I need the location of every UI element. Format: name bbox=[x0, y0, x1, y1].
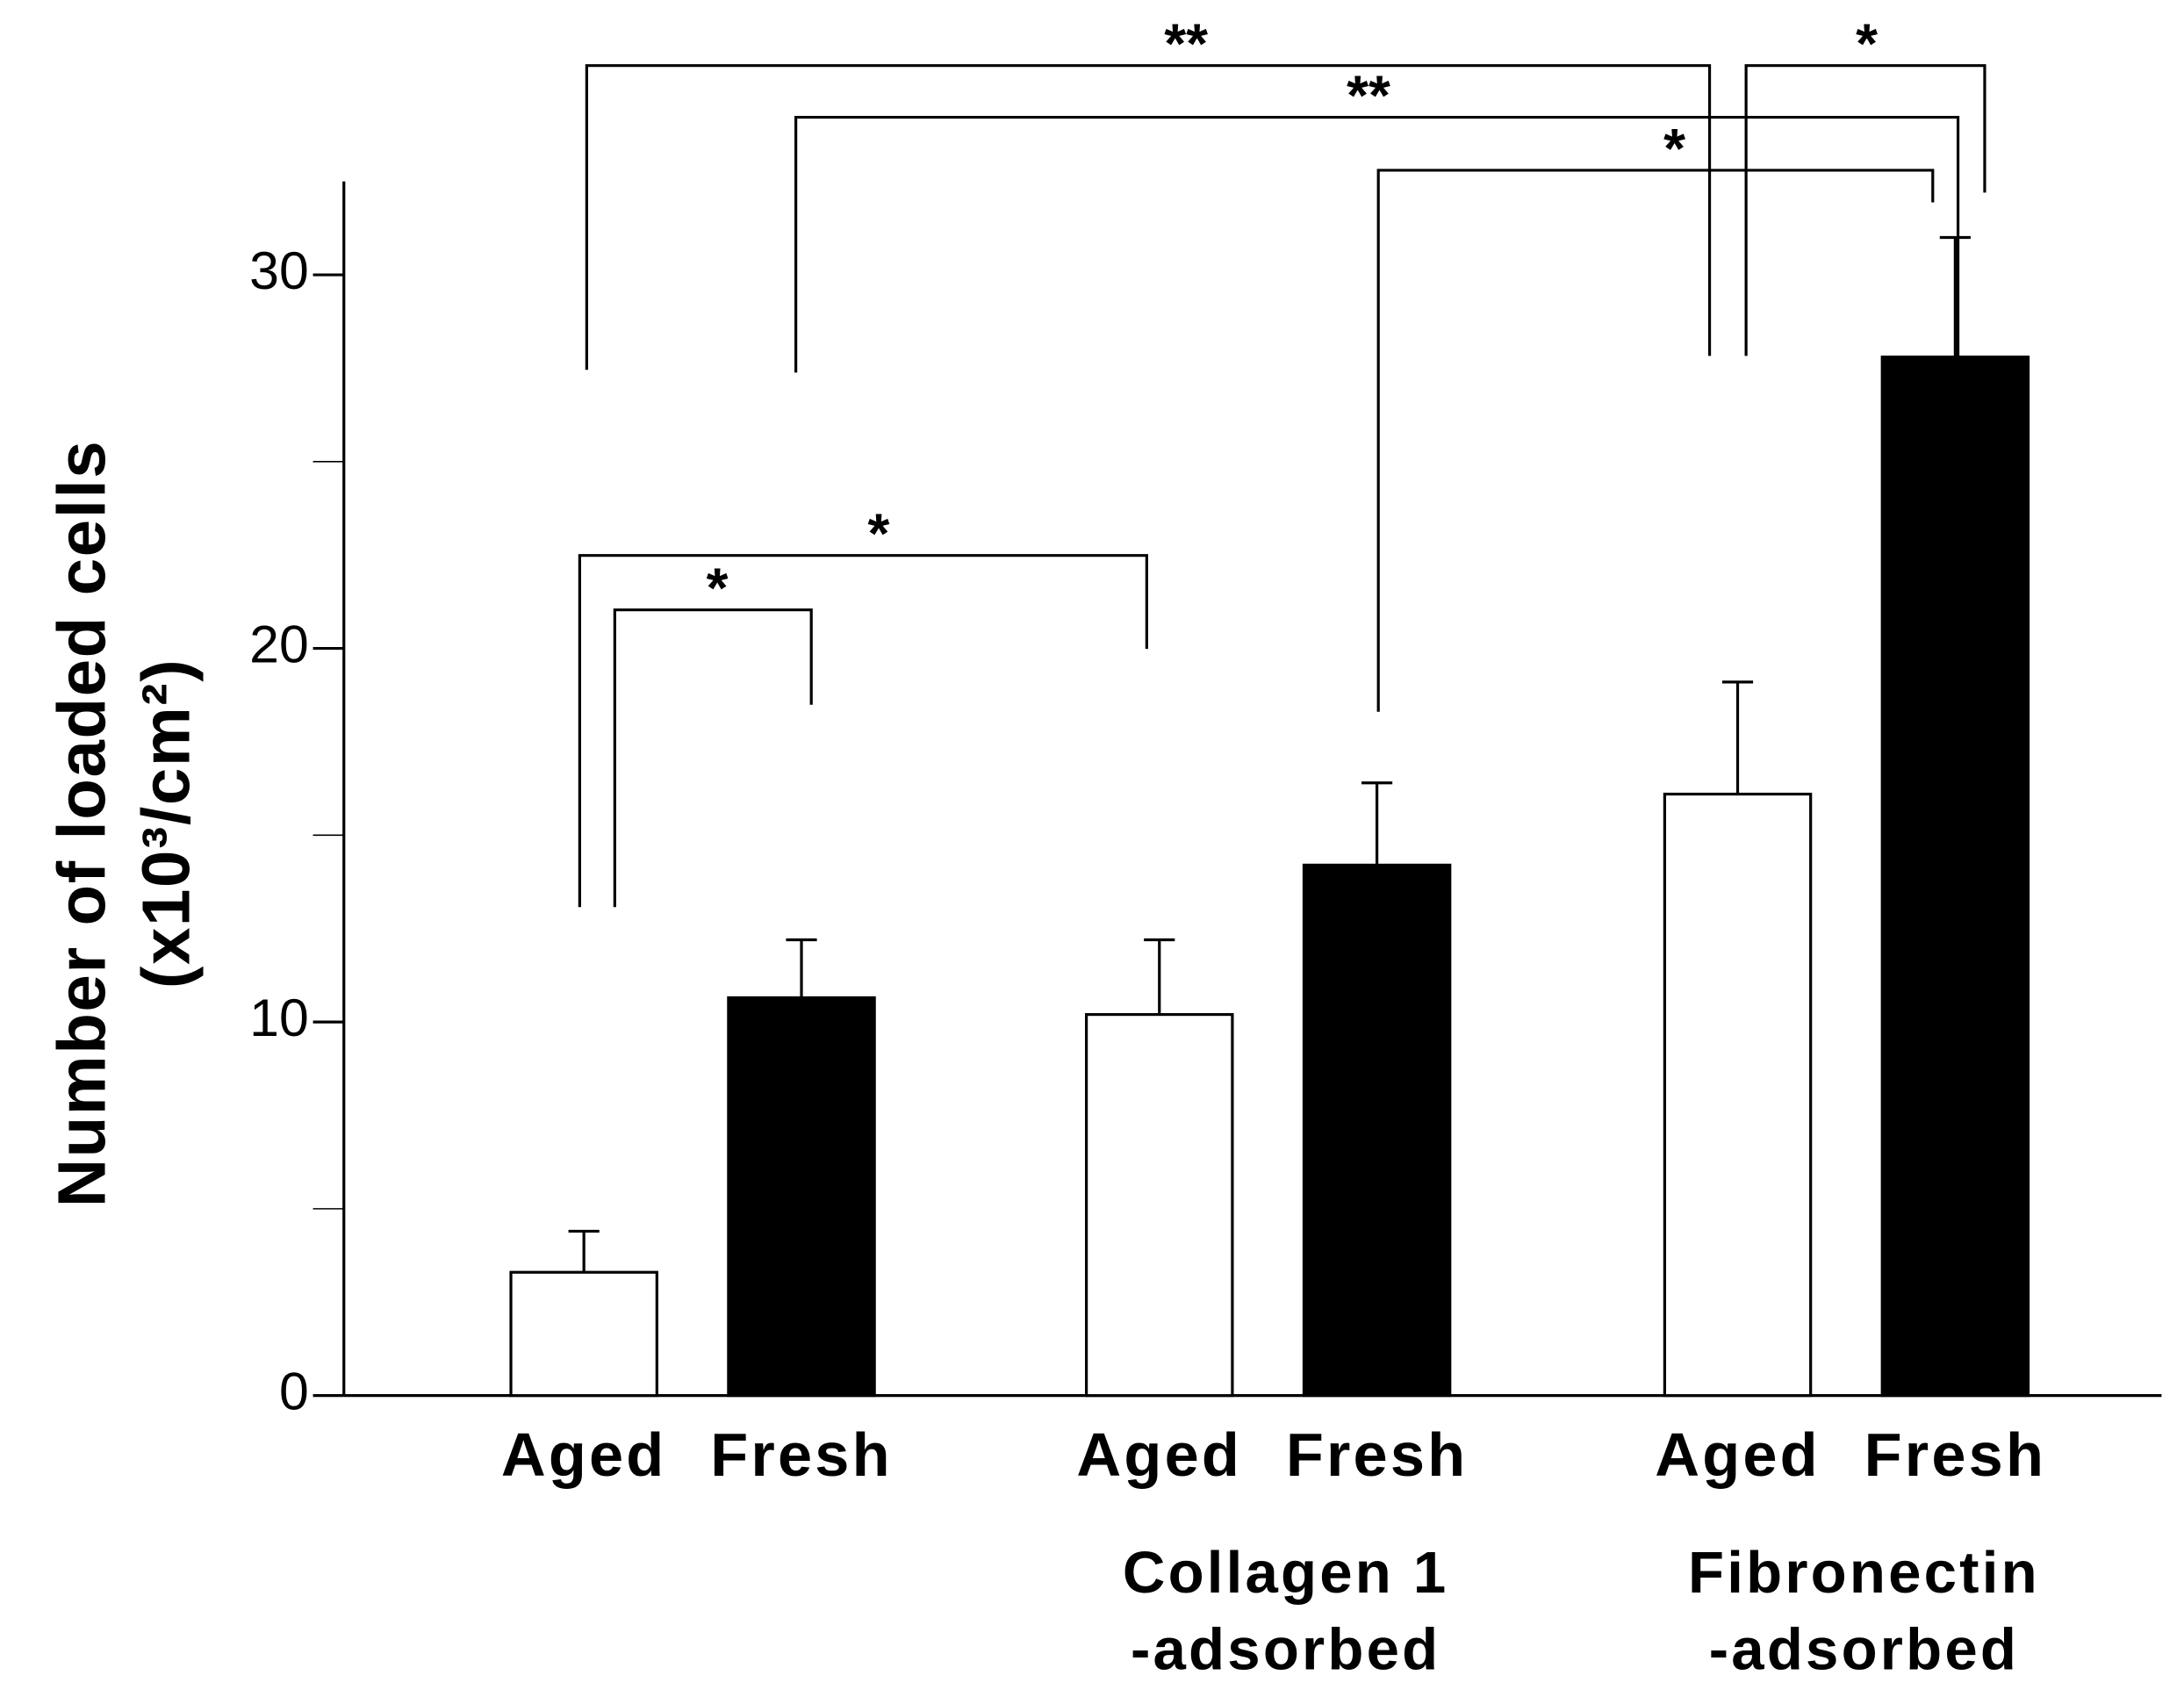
x-tick-label: Aged bbox=[1655, 1420, 1821, 1489]
x-tick-label: Aged bbox=[501, 1420, 667, 1489]
group-label: -adsorbed bbox=[1131, 1617, 1440, 1683]
significance-label: ** bbox=[1347, 64, 1390, 127]
significance-label: * bbox=[868, 502, 890, 565]
y-label-line: (x10³/cm²) bbox=[129, 658, 204, 989]
bar bbox=[1085, 1013, 1234, 1398]
bar bbox=[1302, 863, 1452, 1398]
bar bbox=[509, 1270, 658, 1398]
y-tick-label: 20 bbox=[249, 615, 309, 674]
group-label: -adsorbed bbox=[1709, 1617, 2019, 1683]
significance-bracket bbox=[613, 608, 813, 908]
bar bbox=[1663, 792, 1813, 1398]
x-tick-label: Fresh bbox=[1286, 1420, 1469, 1489]
bar bbox=[727, 996, 876, 1398]
significance-label: * bbox=[1856, 12, 1878, 76]
x-tick-label: Fresh bbox=[1864, 1420, 2047, 1489]
significance-bracket bbox=[1744, 64, 1986, 356]
significance-label: * bbox=[1663, 117, 1685, 180]
bar bbox=[1880, 356, 2030, 1398]
group-label: Fibronectin bbox=[1688, 1540, 2040, 1606]
x-tick-label: Aged bbox=[1076, 1420, 1242, 1489]
significance-bracket bbox=[578, 554, 1148, 908]
group-label: Collagen 1 bbox=[1123, 1540, 1449, 1606]
y-tick-label: 0 bbox=[279, 1362, 309, 1421]
significance-label: * bbox=[707, 557, 729, 620]
significance-bracket bbox=[794, 115, 1960, 373]
y-tick-label: 30 bbox=[249, 241, 309, 300]
significance-bracket bbox=[1376, 169, 1935, 712]
y-axis-title: Number of loaded cells (x10³/cm²) bbox=[45, 440, 204, 1207]
y-label-line: Number of loaded cells bbox=[45, 440, 119, 1207]
significance-label: ** bbox=[1164, 12, 1208, 76]
x-tick-label: Fresh bbox=[710, 1420, 893, 1489]
significance-bracket bbox=[585, 64, 1712, 370]
y-tick-label: 10 bbox=[249, 988, 309, 1047]
